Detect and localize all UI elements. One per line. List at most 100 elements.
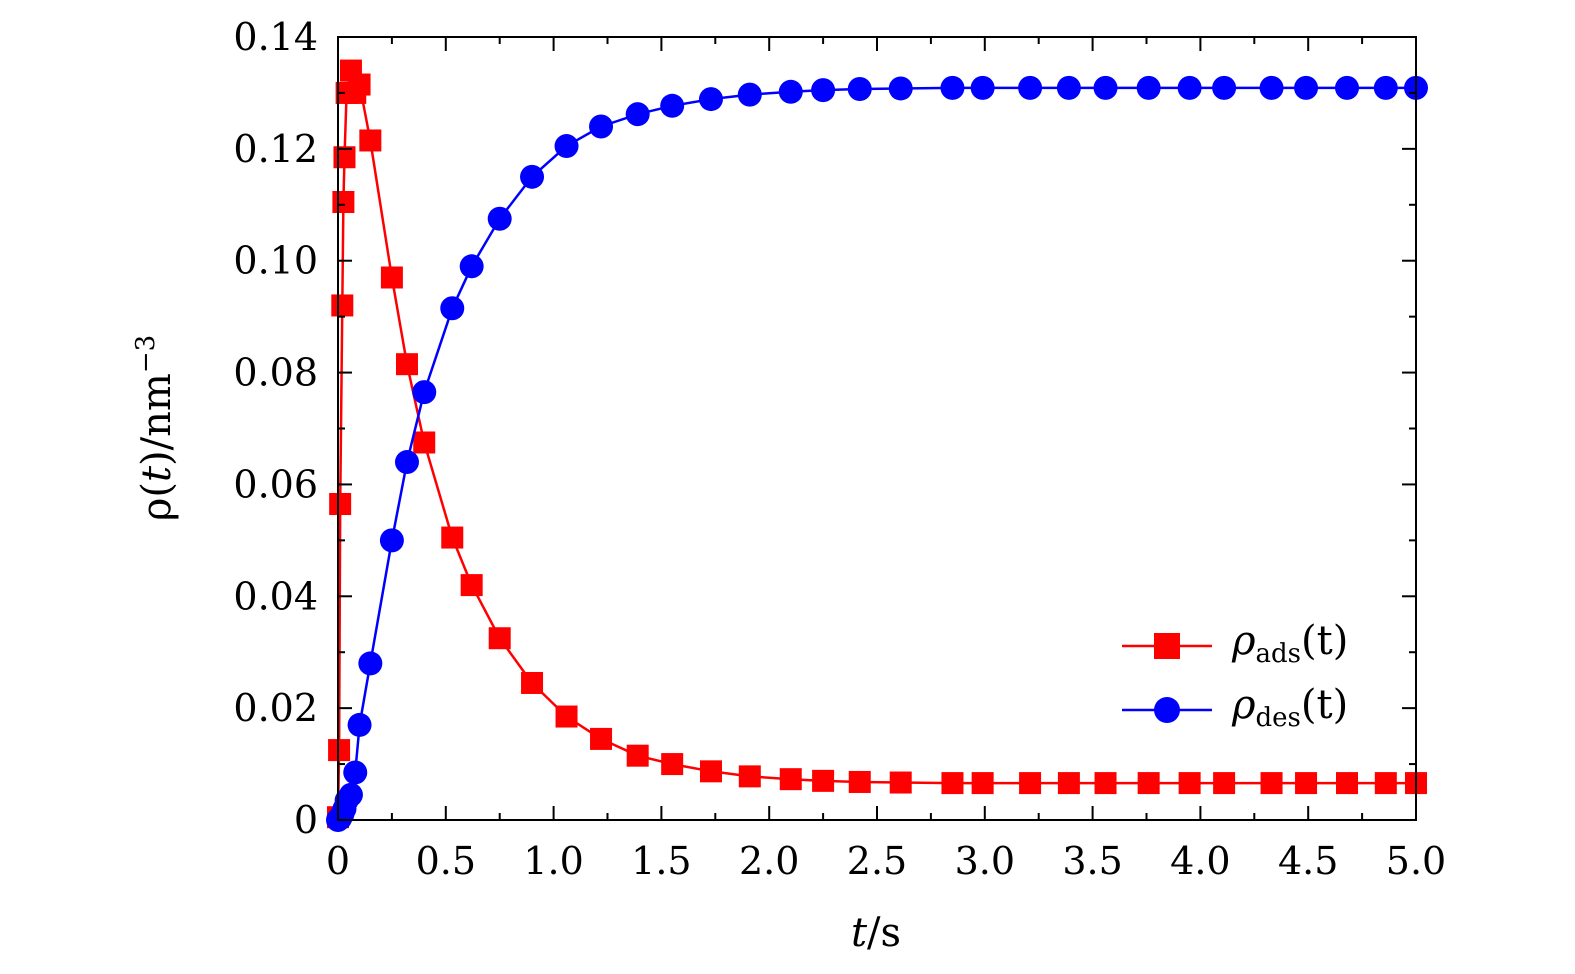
data-point — [359, 129, 382, 152]
data-point — [331, 294, 354, 317]
data-point — [338, 782, 363, 807]
y-tick-label: 0.10 — [233, 239, 318, 283]
x-tick-label: 5.0 — [1386, 839, 1446, 883]
data-point — [889, 771, 912, 794]
data-point — [971, 772, 994, 795]
data-point — [811, 78, 836, 103]
data-point — [698, 87, 723, 112]
y-tick-label: 0 — [294, 798, 318, 842]
series-layer — [326, 59, 1428, 832]
legend-marker-ads — [1154, 633, 1180, 659]
data-point — [1259, 75, 1284, 100]
y-tick-label: 0.02 — [233, 686, 318, 730]
data-point — [1177, 75, 1202, 100]
x-tick-label: 4.0 — [1170, 839, 1230, 883]
data-point — [332, 190, 355, 213]
data-point — [380, 266, 403, 289]
data-point — [626, 744, 649, 767]
ticks-layer: 0 0.5 1.0 1.5 2.0 2.5 3.0 3.5 4.0 4.5 5.0 0 0.02 0.04… — [233, 15, 1446, 883]
x-tick-label: 3.0 — [955, 839, 1015, 883]
data-point — [699, 760, 722, 783]
data-point — [737, 82, 762, 107]
data-point — [1018, 75, 1043, 100]
data-point — [554, 134, 579, 159]
data-point — [487, 206, 512, 231]
data-point — [343, 760, 368, 785]
data-point — [413, 431, 436, 454]
data-point — [1056, 75, 1081, 100]
x-tick-label: 0 — [326, 839, 350, 883]
data-point — [661, 753, 684, 776]
data-point — [812, 769, 835, 792]
data-point — [1019, 772, 1042, 795]
data-point — [488, 627, 511, 650]
legend-item-des: ρdes(t) — [1122, 682, 1348, 733]
data-point — [347, 712, 372, 737]
data-point — [1136, 75, 1161, 100]
data-point — [328, 739, 351, 762]
data-point — [625, 102, 650, 127]
y-tick-label: 0.14 — [233, 15, 318, 59]
data-point — [459, 254, 484, 279]
data-point — [940, 75, 965, 100]
data-point — [379, 528, 404, 553]
y-tick-label: 0.04 — [233, 574, 318, 618]
data-point — [738, 765, 761, 788]
x-tick-label: 1.5 — [631, 839, 691, 883]
data-point — [970, 75, 995, 100]
data-point — [1336, 772, 1359, 795]
data-point — [1094, 772, 1117, 795]
data-point — [521, 671, 544, 694]
series-ads — [327, 59, 1427, 829]
data-point — [1335, 75, 1360, 100]
data-point — [555, 705, 578, 728]
data-point — [779, 768, 802, 791]
data-point — [660, 93, 685, 118]
data-point — [1374, 772, 1397, 795]
data-point — [590, 727, 613, 750]
data-point — [520, 164, 545, 189]
data-point — [1057, 772, 1080, 795]
data-point — [1260, 772, 1283, 795]
data-point — [847, 77, 872, 102]
data-point — [848, 770, 871, 793]
data-point — [1295, 772, 1318, 795]
y-tick-label: 0.06 — [233, 462, 318, 506]
data-point — [589, 114, 614, 139]
legend-item-ads: ρads(t) — [1122, 618, 1348, 669]
legend-marker-des — [1154, 697, 1180, 723]
data-point — [941, 772, 964, 795]
y-axis-title: ρ(t)/nm−3 — [131, 335, 180, 521]
legend: ρads(t) ρdes(t) — [1122, 618, 1348, 733]
data-point — [778, 79, 803, 104]
x-tick-label: 1.0 — [523, 839, 583, 883]
data-point — [395, 353, 418, 376]
data-point — [1213, 772, 1236, 795]
data-point — [412, 380, 437, 405]
x-tick-label: 3.5 — [1062, 839, 1122, 883]
data-point — [394, 450, 419, 475]
legend-label-ads: ρads(t) — [1231, 618, 1348, 669]
legend-label-des: ρdes(t) — [1231, 682, 1348, 733]
data-point — [358, 651, 383, 676]
data-point — [1137, 772, 1160, 795]
x-axis-title: t/s — [851, 910, 901, 956]
data-point — [888, 76, 913, 101]
data-point — [1212, 75, 1237, 100]
data-point — [1178, 772, 1201, 795]
y-tick-label: 0.12 — [233, 127, 318, 171]
x-tick-label: 2.5 — [847, 839, 907, 883]
data-point — [348, 73, 371, 96]
data-point — [1093, 75, 1118, 100]
data-point — [1294, 75, 1319, 100]
data-point — [460, 574, 483, 597]
x-tick-label: 0.5 — [416, 839, 476, 883]
data-point — [1373, 75, 1398, 100]
y-tick-label: 0.08 — [233, 351, 318, 395]
series-des — [326, 75, 1428, 832]
x-tick-label: 4.5 — [1278, 839, 1338, 883]
x-tick-label: 2.0 — [739, 839, 799, 883]
data-point — [329, 493, 352, 516]
data-point — [441, 526, 464, 549]
